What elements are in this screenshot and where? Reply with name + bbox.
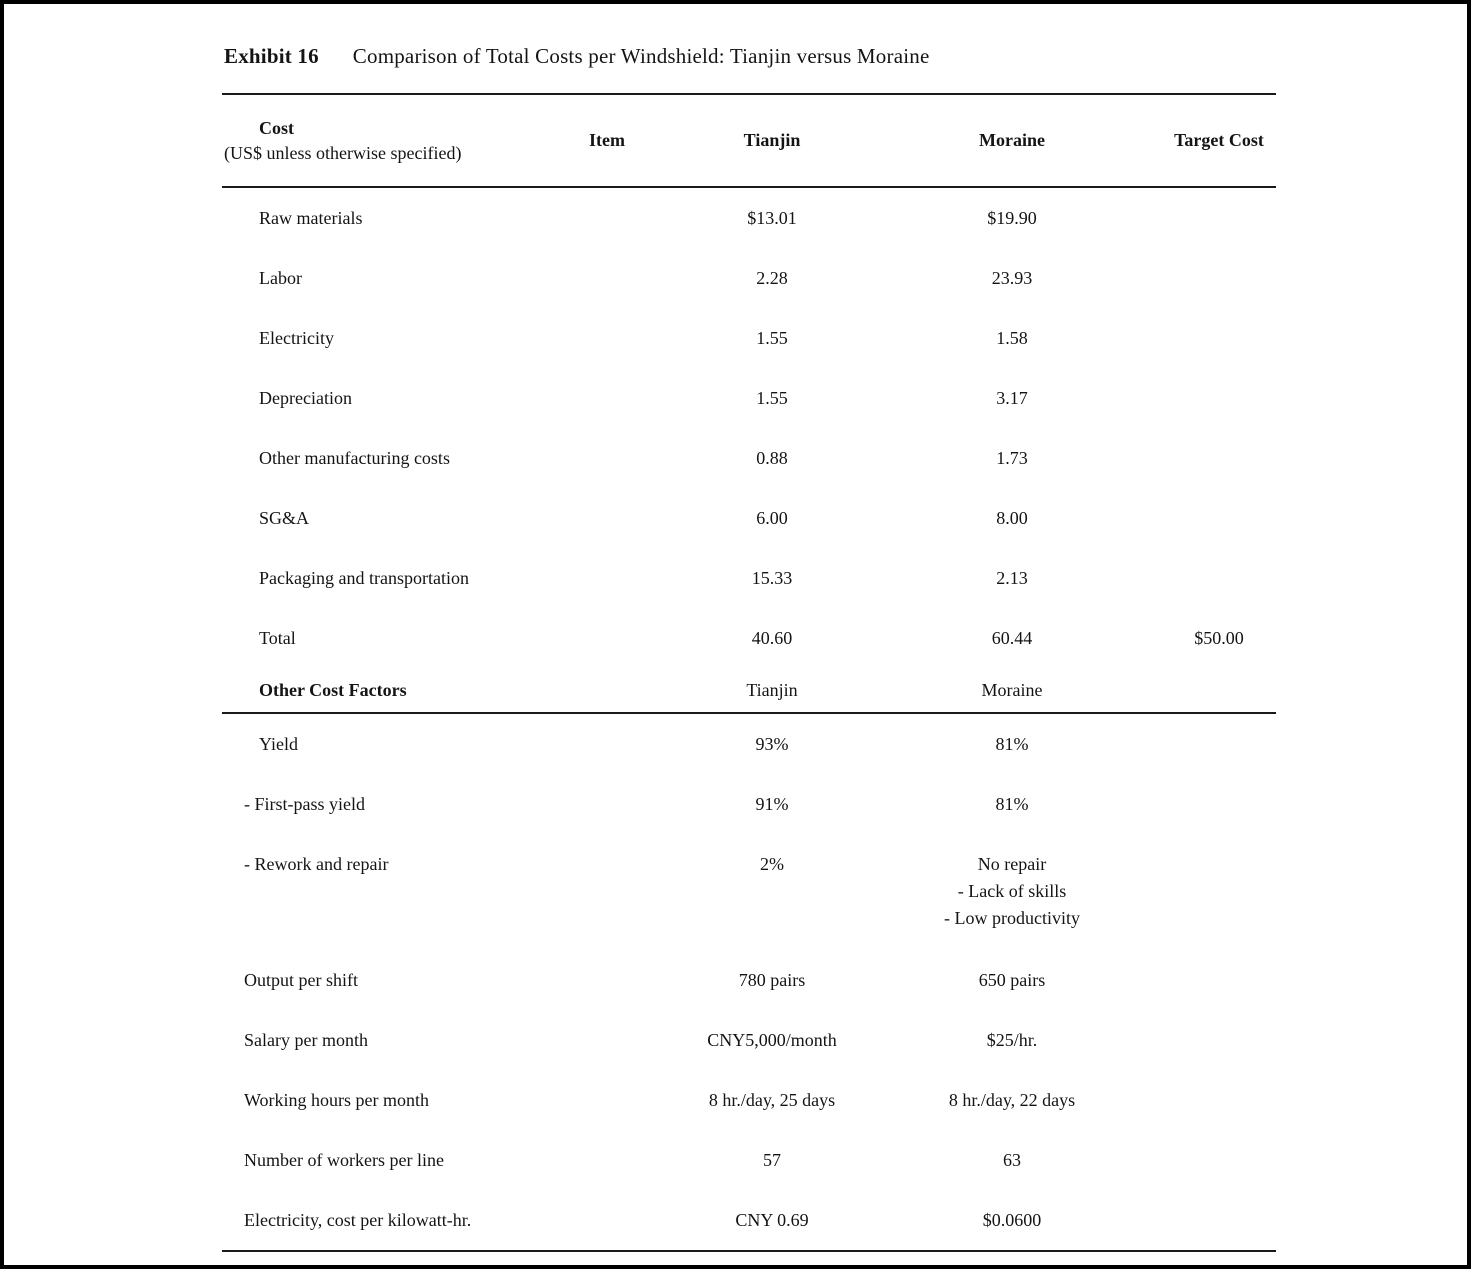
tianjin-value: 2% (760, 854, 784, 874)
table-row: Packaging and transportation 15.33 2.13 (222, 548, 1276, 608)
row-label: SG&A (259, 507, 310, 528)
exhibit-content: Exhibit 16 Comparison of Total Costs per … (4, 4, 1467, 1252)
tianjin-value: $13.01 (747, 207, 797, 228)
moraine-value: 3.17 (996, 387, 1028, 408)
moraine-value: 63 (1003, 1149, 1021, 1170)
row-label: Working hours per month (244, 1089, 430, 1110)
table-row: - First-pass yield 91% 81% (222, 774, 1276, 834)
table-row: Raw materials $13.01 $19.90 (222, 188, 1276, 248)
table-header-row: Cost (US$ unless otherwise specified) It… (222, 95, 1276, 188)
exhibit-title-row: Exhibit 16 Comparison of Total Costs per … (224, 44, 1467, 69)
tianjin-value: 15.33 (751, 567, 793, 588)
moraine-value: 1.73 (996, 447, 1028, 468)
row-label: Output per shift (244, 969, 358, 990)
row-label: Yield (259, 733, 298, 754)
row-label: Labor (259, 267, 302, 288)
moraine-value: 650 pairs (978, 969, 1046, 990)
row-label: - Rework and repair (244, 854, 389, 874)
col-header-tianjin: Tianjin (743, 130, 801, 150)
cost-header-note: (US$ unless otherwise specified) (224, 142, 462, 163)
exhibit-label: Exhibit 16 (224, 44, 319, 68)
moraine-value: 81% (995, 793, 1029, 814)
tianjin-value: 1.55 (756, 327, 788, 348)
table-row: Output per shift 780 pairs 650 pairs (222, 950, 1276, 1010)
moraine-value: 60.44 (991, 627, 1033, 648)
tianjin-value: 8 hr./day, 25 days (708, 1089, 836, 1110)
row-label: - First-pass yield (244, 793, 365, 814)
table-row: Other manufacturing costs 0.88 1.73 (222, 428, 1276, 488)
table-row: Depreciation 1.55 3.17 (222, 368, 1276, 428)
tianjin-value: 0.88 (756, 447, 788, 468)
col-header-moraine: Moraine (979, 130, 1045, 150)
target-value: $50.00 (1194, 627, 1244, 648)
tianjin-value: 1.55 (756, 387, 788, 408)
table-row-total: Total 40.60 60.44 $50.00 (222, 608, 1276, 668)
section-header-label: Other Cost Factors (259, 679, 407, 700)
row-label: Depreciation (259, 387, 352, 408)
table-row: Salary per month CNY5,000/month $25/hr. (222, 1010, 1276, 1070)
table-row: SG&A 6.00 8.00 (222, 488, 1276, 548)
moraine-value: $25/hr. (986, 1029, 1038, 1050)
exhibit-title: Comparison of Total Costs per Windshield… (352, 44, 930, 68)
tianjin-value: 780 pairs (738, 969, 806, 990)
tianjin-value: CNY 0.69 (735, 1209, 809, 1230)
section-tianjin-label: Tianjin (746, 679, 798, 700)
table-row: Yield 93% 81% (222, 714, 1276, 774)
tianjin-value: 93% (755, 733, 789, 754)
moraine-value: 8.00 (996, 507, 1028, 528)
table-row: Number of workers per line 57 63 (222, 1130, 1276, 1190)
table-row: Labor 2.28 23.93 (222, 248, 1276, 308)
row-label: Electricity, cost per kilowatt-hr. (244, 1209, 472, 1230)
moraine-value: $0.0600 (982, 1209, 1042, 1230)
moraine-value: 23.93 (991, 267, 1033, 288)
row-label: Salary per month (244, 1029, 368, 1050)
col-header-target-cost: Target Cost (1174, 130, 1264, 150)
row-label: Other manufacturing costs (259, 447, 450, 468)
tianjin-value: 2.28 (756, 267, 788, 288)
table-row: - Rework and repair 2% No repair - Lack … (222, 834, 1276, 950)
row-label: Packaging and transportation (259, 567, 469, 588)
cost-comparison-table: Cost (US$ unless otherwise specified) It… (222, 93, 1276, 1252)
tianjin-value: CNY5,000/month (707, 1029, 837, 1050)
table-row: Electricity 1.55 1.58 (222, 308, 1276, 368)
moraine-value: 2.13 (996, 567, 1028, 588)
moraine-value: 8 hr./day, 22 days (948, 1089, 1076, 1110)
tianjin-value: 40.60 (751, 627, 793, 648)
section-moraine-label: Moraine (981, 679, 1043, 700)
moraine-value: 81% (995, 733, 1029, 754)
tianjin-value: 91% (755, 793, 789, 814)
row-label: Total (259, 627, 296, 648)
col-header-cost: Cost (US$ unless otherwise specified) (222, 118, 532, 164)
section-header-row: Other Cost Factors Tianjin Moraine (222, 668, 1276, 714)
tianjin-value: 6.00 (756, 507, 788, 528)
table-row: Working hours per month 8 hr./day, 25 da… (222, 1070, 1276, 1130)
row-label: Number of workers per line (244, 1149, 444, 1170)
col-header-item: Item (589, 130, 625, 150)
row-label: Electricity (259, 327, 334, 348)
table-row: Electricity, cost per kilowatt-hr. CNY 0… (222, 1190, 1276, 1250)
moraine-value: $19.90 (987, 207, 1037, 228)
moraine-value: 1.58 (996, 327, 1028, 348)
tianjin-value: 57 (763, 1149, 781, 1170)
row-label: Raw materials (259, 207, 363, 228)
cost-header-label: Cost (259, 117, 294, 138)
moraine-value: No repair - Lack of skills - Low product… (944, 854, 1080, 928)
